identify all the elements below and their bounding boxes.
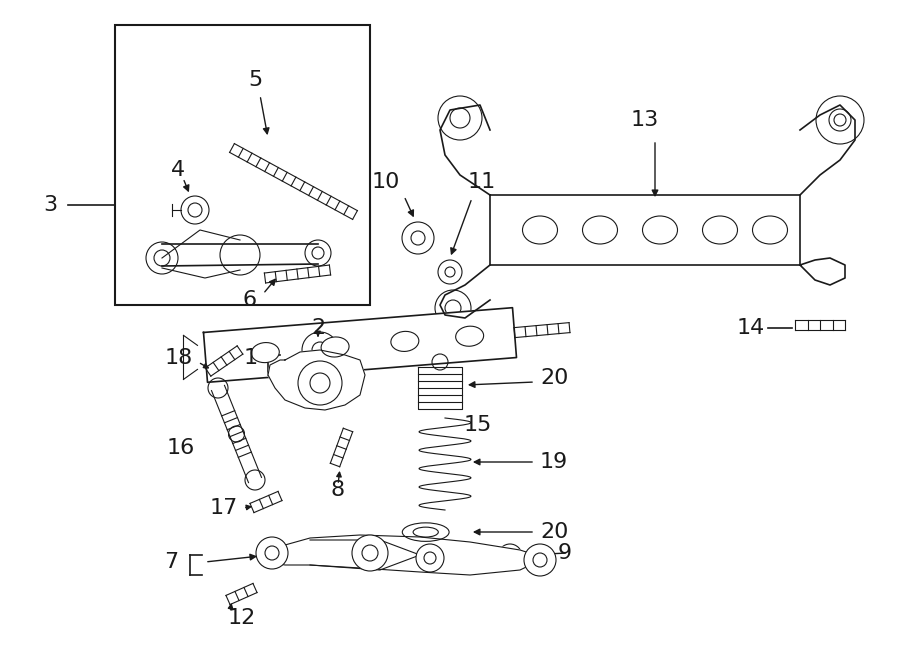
- Circle shape: [416, 544, 444, 572]
- Circle shape: [435, 290, 471, 326]
- Text: 10: 10: [372, 172, 400, 192]
- Text: 18: 18: [165, 348, 193, 368]
- Text: 13: 13: [631, 110, 659, 130]
- Circle shape: [498, 544, 522, 568]
- Ellipse shape: [703, 216, 737, 244]
- Text: 9: 9: [558, 543, 572, 563]
- Circle shape: [305, 240, 331, 266]
- Text: 20: 20: [540, 368, 569, 388]
- Ellipse shape: [321, 337, 349, 357]
- Circle shape: [146, 242, 178, 274]
- Circle shape: [524, 544, 556, 576]
- Text: 19: 19: [540, 452, 568, 472]
- Circle shape: [402, 222, 434, 254]
- Ellipse shape: [251, 342, 279, 363]
- Bar: [115, 25, 370, 305]
- Circle shape: [256, 537, 288, 569]
- Ellipse shape: [643, 216, 678, 244]
- Circle shape: [181, 196, 209, 224]
- Text: 8: 8: [331, 480, 345, 500]
- Ellipse shape: [455, 326, 483, 346]
- Circle shape: [302, 332, 338, 368]
- Ellipse shape: [391, 331, 419, 352]
- Text: 11: 11: [468, 172, 496, 192]
- Text: 20: 20: [540, 522, 569, 542]
- Circle shape: [352, 535, 388, 571]
- Ellipse shape: [582, 216, 617, 244]
- Text: 16: 16: [166, 438, 195, 458]
- Circle shape: [438, 96, 482, 140]
- Polygon shape: [268, 350, 365, 410]
- Circle shape: [245, 470, 265, 490]
- Circle shape: [432, 354, 448, 370]
- Text: 2: 2: [310, 318, 325, 338]
- Text: 5: 5: [248, 70, 262, 90]
- Text: 4: 4: [171, 160, 185, 180]
- Text: 15: 15: [464, 415, 492, 435]
- Circle shape: [438, 260, 462, 284]
- Ellipse shape: [752, 216, 788, 244]
- Text: 1: 1: [244, 348, 258, 368]
- Text: 12: 12: [228, 608, 256, 628]
- Text: 7: 7: [164, 552, 178, 572]
- Circle shape: [298, 361, 342, 405]
- Polygon shape: [203, 307, 517, 382]
- Polygon shape: [262, 535, 545, 575]
- Text: 3: 3: [43, 195, 57, 215]
- Text: 14: 14: [737, 318, 765, 338]
- Text: 6: 6: [243, 290, 257, 310]
- Text: 17: 17: [210, 498, 238, 518]
- Circle shape: [816, 96, 864, 144]
- Circle shape: [208, 378, 228, 398]
- Ellipse shape: [523, 216, 557, 244]
